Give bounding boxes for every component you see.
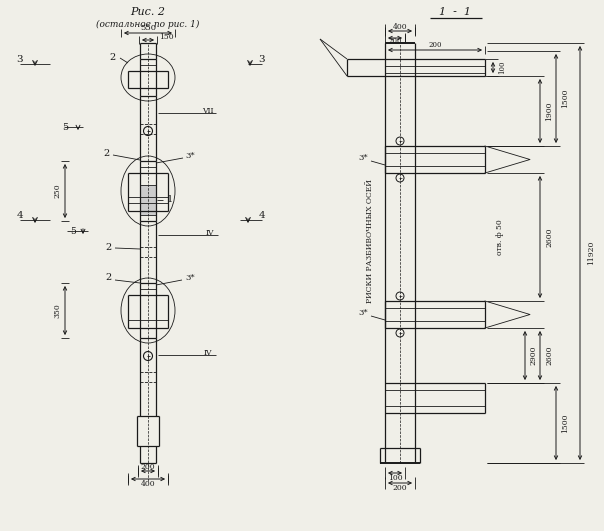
Text: 400: 400 [393, 23, 407, 31]
Text: 200: 200 [388, 37, 402, 45]
Text: 1: 1 [167, 194, 173, 203]
Text: 2600: 2600 [545, 346, 553, 365]
Text: отв. ф 50: отв. ф 50 [496, 219, 504, 255]
Text: 200: 200 [428, 41, 442, 49]
Bar [140, 185, 156, 215]
Text: 3*: 3* [185, 152, 195, 160]
Text: 550: 550 [140, 24, 156, 32]
Text: 1900: 1900 [545, 101, 553, 121]
Text: 100: 100 [498, 61, 506, 74]
Text: 200: 200 [393, 484, 407, 492]
Text: 3: 3 [259, 55, 265, 64]
Text: 1500: 1500 [561, 413, 569, 433]
Text: 1  -  1: 1 - 1 [439, 7, 471, 17]
Text: 200: 200 [141, 463, 155, 471]
Text: VII: VII [202, 107, 214, 115]
Text: 400: 400 [141, 480, 155, 488]
Text: (остальное по рис. 1): (остальное по рис. 1) [96, 20, 200, 29]
Text: 100: 100 [388, 474, 402, 482]
Text: 2: 2 [103, 149, 109, 158]
Text: 4: 4 [17, 211, 24, 220]
Text: РИСКИ РАЗБИВОЧНЫХ ОСЕЙ: РИСКИ РАЗБИВОЧНЫХ ОСЕЙ [366, 179, 374, 303]
Text: 150: 150 [159, 33, 173, 41]
Text: 2900: 2900 [529, 346, 537, 365]
Text: 3*: 3* [358, 309, 368, 317]
Text: 3: 3 [17, 55, 24, 64]
Text: 3*: 3* [185, 274, 195, 282]
Text: 2: 2 [110, 53, 116, 62]
Text: 2600: 2600 [545, 227, 553, 247]
Text: 2: 2 [105, 243, 111, 252]
Text: 11920: 11920 [587, 241, 595, 265]
Text: IV: IV [204, 349, 212, 357]
Text: 5: 5 [62, 123, 68, 132]
Text: Рис. 2: Рис. 2 [130, 7, 165, 17]
Text: 250: 250 [53, 184, 61, 198]
Text: 5: 5 [70, 227, 76, 236]
Text: 2: 2 [105, 273, 111, 282]
Text: 1500: 1500 [561, 89, 569, 108]
Text: IV: IV [206, 229, 214, 237]
Text: 4: 4 [259, 211, 265, 220]
Text: 3*: 3* [358, 154, 368, 162]
Text: 350: 350 [53, 303, 61, 318]
